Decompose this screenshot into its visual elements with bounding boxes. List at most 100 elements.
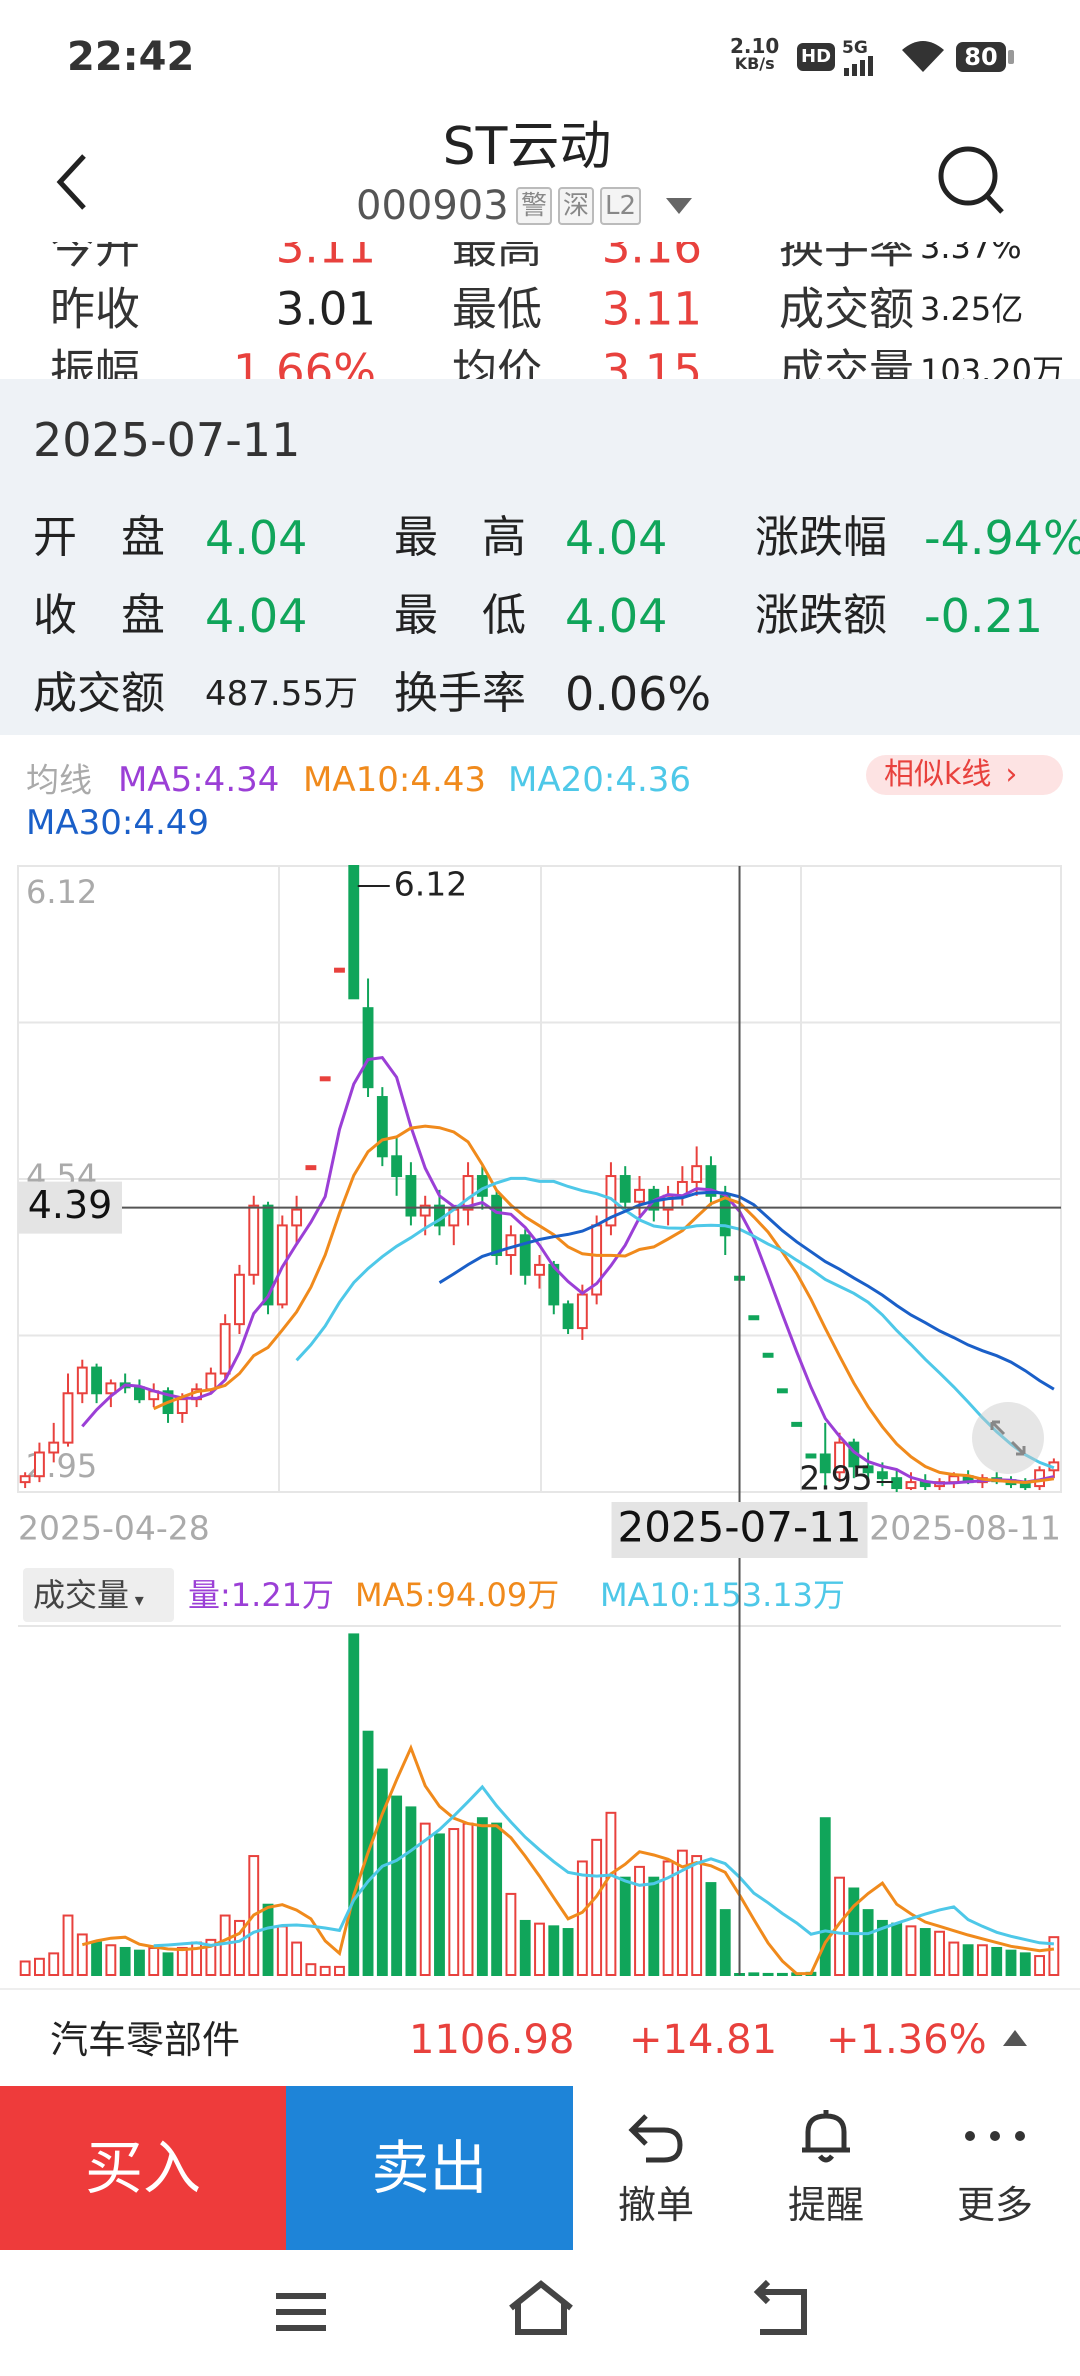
volume-bar [1005, 1949, 1017, 1976]
ma-legend-item: MA20:4.36 [508, 760, 692, 800]
candle-body [391, 1155, 403, 1178]
zoom-button[interactable] [972, 1402, 1044, 1474]
volume-bar [234, 1919, 245, 1976]
quote-value: 3.25亿 [920, 290, 1024, 328]
alert-button[interactable]: 提醒 [766, 2086, 886, 2250]
volume-bar [91, 1941, 103, 1976]
volume-bar [991, 1946, 1003, 1976]
similar-kline-text: 相似k线 [884, 757, 992, 792]
ma-legend-item: MA5:4.34 [118, 760, 280, 800]
buy-button[interactable]: 买入 [0, 2086, 286, 2250]
candle-body [305, 1165, 317, 1171]
ma-line [438, 1190, 1055, 1391]
info-label: 最低 [394, 590, 570, 641]
volume-bar [148, 1946, 160, 1976]
ma-legend-item: MA30:4.49 [26, 803, 210, 843]
candle-body [776, 1388, 788, 1394]
signal: 5G [842, 38, 868, 58]
stock-code: 000903 [356, 183, 509, 229]
candle-body [19, 1475, 31, 1484]
candle-body [519, 1234, 531, 1276]
volume-bar [34, 1957, 45, 1976]
badge: 深 [558, 187, 595, 225]
candle-body [219, 1323, 231, 1375]
crosshair-date: 2025-07-11 [617, 1503, 861, 1552]
volume-bar [276, 1925, 288, 1976]
volume-bar [776, 1972, 788, 1976]
volume-bar [891, 1922, 903, 1976]
tool-label: 提醒 [787, 2183, 864, 2227]
volume-bar [334, 1965, 345, 1976]
volume-bar [262, 1903, 274, 1976]
info-label: 涨跌额 [755, 590, 887, 641]
back-nav-button[interactable] [753, 2279, 807, 2335]
badge: 警 [516, 187, 553, 225]
volume-bar [819, 1817, 831, 1976]
expand-arrow [1003, 2030, 1027, 2046]
volume-bar [376, 1768, 388, 1976]
volume-bar [76, 1933, 88, 1976]
sector-change: +14.81 [629, 2017, 778, 2063]
high-label: 6.12 [394, 865, 467, 904]
info-label: 收盘 [33, 590, 209, 641]
cancel-button[interactable]: 撤单 [596, 2086, 716, 2250]
quote-value: 3.37% [920, 242, 1022, 266]
candle-body [534, 1263, 545, 1276]
candle-body [819, 1453, 831, 1474]
crosshair-price: 4.39 [28, 1183, 113, 1227]
volume-bar [476, 1817, 488, 1976]
sell-button[interactable]: 卖出 [286, 2086, 573, 2250]
quote-label: 成交量 [779, 344, 915, 380]
volume-bar [934, 1930, 945, 1976]
volume-bar [948, 1941, 960, 1976]
more-button[interactable]: 更多 [935, 2086, 1055, 2250]
volume-bar [205, 1938, 217, 1976]
volume-legend-item: 量:1.21万 [188, 1576, 335, 1614]
info-value: -0.21 [924, 589, 1044, 643]
quote-label: 振幅 [50, 344, 141, 380]
volume-selector[interactable]: 成交量 ▾ [23, 1568, 174, 1622]
candle-body [862, 1465, 874, 1474]
info-value: 487.55万 [205, 674, 358, 714]
candle-body [262, 1204, 274, 1306]
candle-body [791, 1421, 803, 1427]
candle-body [834, 1441, 845, 1474]
volume-bar [405, 1806, 417, 1976]
speed: 2.10 [730, 34, 780, 58]
search-button[interactable] [930, 140, 1010, 220]
candle-body [234, 1273, 245, 1326]
menu-button[interactable] [276, 2293, 326, 2331]
volume-bar [48, 1952, 60, 1976]
wifi-icon [902, 41, 944, 72]
volume-bar [348, 1633, 360, 1976]
candle-body [362, 1007, 374, 1089]
sector-bar[interactable]: 汽车零部件 1106.98 +14.81 +1.36% [0, 1988, 1080, 2088]
x-tick-label: 2025-04-28 [18, 1509, 210, 1548]
volume-bar [719, 1909, 731, 1976]
volume-bar [505, 1892, 517, 1976]
volume-bar [919, 1928, 931, 1976]
candle-body [105, 1382, 117, 1395]
candle-body [134, 1386, 145, 1401]
quote-label: 均价 [452, 344, 543, 380]
volume-bar [762, 1972, 774, 1976]
similar-kline-button[interactable]: 相似k线 › [866, 755, 1063, 795]
back-button[interactable] [52, 152, 92, 212]
info-date: 2025-07-11 [33, 413, 301, 467]
info-value: 4.04 [205, 589, 308, 643]
crosshair-price-box [18, 1181, 122, 1234]
quote-label: 最低 [452, 282, 543, 336]
quote-value: 3.11 [601, 282, 702, 336]
crosshair-date-box [611, 1502, 868, 1558]
volume-bar [519, 1919, 531, 1976]
zoom-icon [990, 1420, 1026, 1456]
home-button[interactable] [509, 2280, 573, 2335]
sell-text: 卖出 [371, 2134, 488, 2202]
candle-body [405, 1175, 417, 1217]
dropdown[interactable] [664, 196, 694, 216]
candle-body [91, 1366, 103, 1395]
candle-body [334, 967, 345, 973]
volume-bar [105, 1944, 117, 1976]
quote-value: 103.20万 [920, 352, 1064, 379]
volume-ma-line [153, 1784, 1055, 1948]
